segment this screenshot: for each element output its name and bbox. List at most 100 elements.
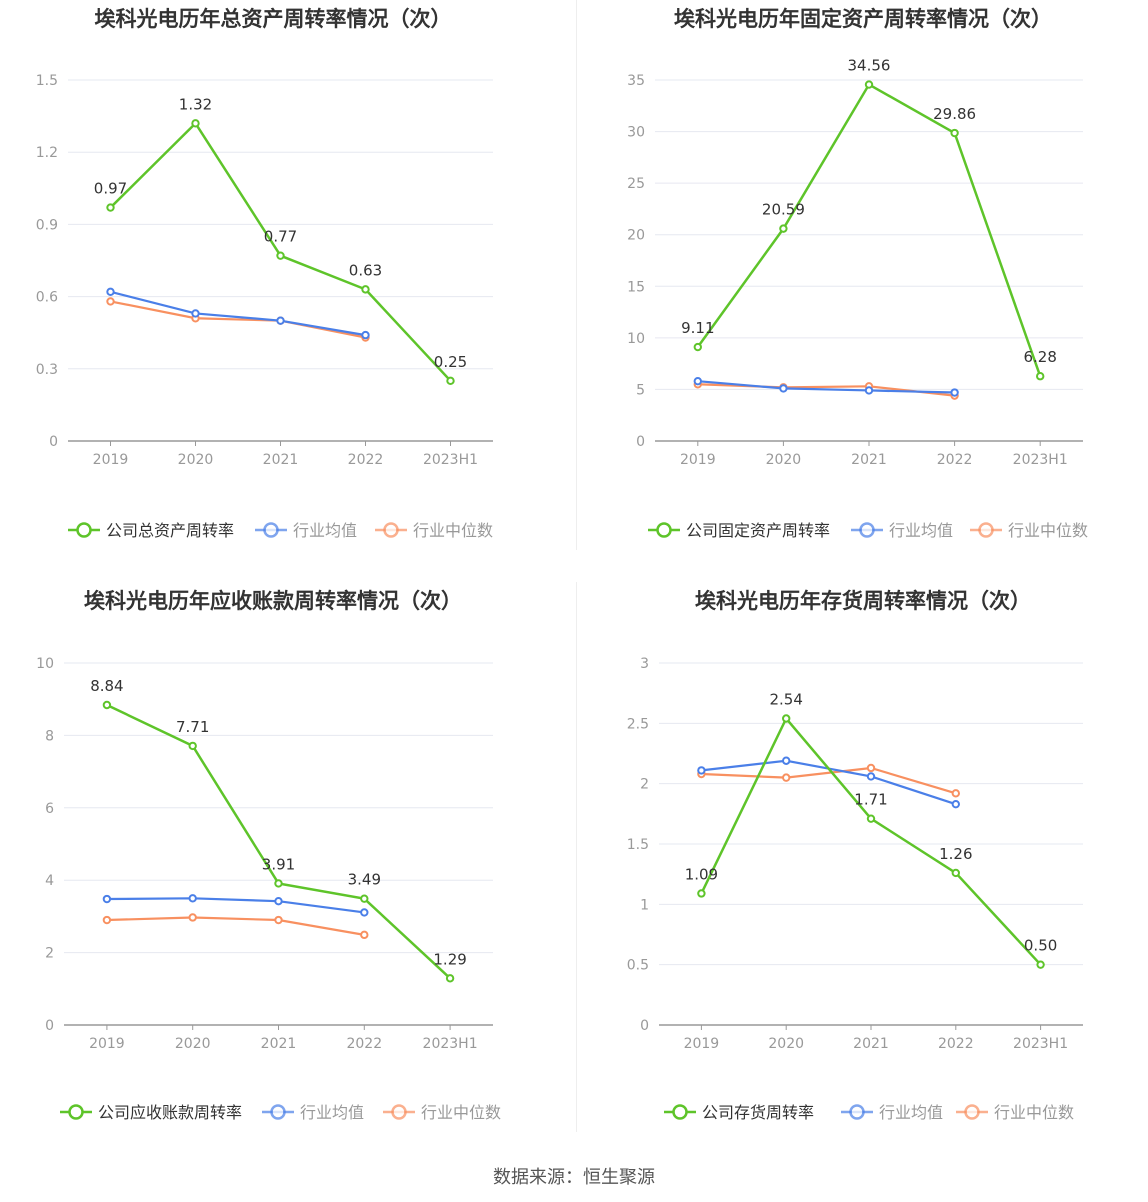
y-tick-label: 30 [627,125,645,141]
data-label: 6.28 [1023,348,1056,366]
chart-title: 埃科光电历年存货周转率情况（次） [695,589,1031,613]
data-point [188,913,197,922]
y-tick-label: 2 [640,777,649,793]
x-tick-label: 2019 [89,1036,125,1052]
y-tick-label: 15 [627,279,645,295]
x-tick-label: 2022 [937,452,973,468]
panel-divider-bottom [576,582,577,1132]
data-point [950,388,959,397]
x-tick-label: 2021 [853,1036,889,1052]
data-point [693,376,703,386]
y-tick-label: 0.9 [36,217,58,233]
legend-item: 行业中位数 [413,521,493,540]
legend-marker-icon [656,522,672,538]
chart-svg: 埃科光电历年存货周转率情况（次） 0 0.5 1 1.5 2 2.5 3 2019 2020 202… [627,589,1083,1122]
data-point [191,309,200,318]
legend-marker-icon [68,1104,84,1120]
legend-marker-icon [672,1104,688,1120]
data-point [779,384,788,393]
legend-marker-icon [263,522,279,538]
data-point [102,915,112,925]
legend-item: 行业中位数 [421,1103,501,1122]
legend-marker-icon [270,1104,286,1120]
data-point [188,894,197,903]
y-tick-label: 4 [45,873,54,889]
data-label: 2.54 [769,691,802,709]
legend-item: 公司应收账款周转率 [98,1103,242,1122]
data-point [102,894,112,904]
legend-marker-icon [978,522,994,538]
y-tick-label: 2 [45,946,54,962]
legend-item: 行业均值 [300,1103,364,1122]
y-tick-label: 8 [45,728,54,744]
y-tick-label: 0 [49,434,58,450]
data-point [361,285,370,294]
legend-item: 公司总资产周转率 [106,521,234,540]
y-tick-label: 0.5 [627,958,649,974]
x-tick-label: 2020 [175,1036,211,1052]
legend-marker-icon [849,1104,865,1120]
x-tick-label: 2019 [684,1036,720,1052]
y-tick-label: 1.5 [36,73,58,89]
data-point [864,386,874,395]
y-tick-label: 10 [627,331,645,347]
x-tick-label: 2021 [263,452,299,468]
legend-item: 行业均值 [879,1103,943,1122]
data-label: 0.25 [434,353,467,371]
legend-marker-icon [383,522,399,538]
x-tick-label: 2022 [938,1036,974,1052]
data-label: 20.59 [762,201,805,219]
data-point [693,342,703,352]
x-tick-label: 2022 [346,1036,382,1052]
data-label: 7.71 [176,718,209,736]
data-label: 0.77 [264,228,297,246]
data-point [779,224,788,233]
data-point [361,330,370,340]
data-label: 1.71 [854,791,887,809]
x-tick-label: 2023H1 [423,452,478,468]
data-point [951,868,960,878]
data-point [274,896,283,906]
company-line [106,703,451,980]
legend-marker-icon [76,522,92,538]
data-point [782,773,791,782]
x-tick-label: 2020 [178,452,214,468]
y-tick-label: 3 [640,656,649,672]
data-point [276,316,285,325]
median-line [701,766,957,795]
company-line [700,716,1042,966]
company-line [696,82,1042,377]
data-point [951,799,960,809]
source-footer: 数据来源：恒生聚源 [493,1167,655,1188]
data-point [782,756,791,765]
data-point [106,287,115,296]
data-label: 8.84 [90,677,123,695]
y-tick-label: 5 [636,382,645,398]
median-line [110,300,366,339]
data-label: 3.49 [348,871,381,889]
x-tick-label: 2023H1 [423,1036,478,1052]
data-point [274,915,283,925]
data-point [360,894,369,903]
y-tick-label: 25 [627,176,645,192]
chart-svg: 埃科光电历年固定资产周转率情况（次） 0 5 10 15 20 25 30 35 2019 2020… [627,7,1088,540]
x-tick-label: 2020 [766,452,802,468]
x-tick-label: 2023H1 [1013,452,1068,468]
y-tick-label: 6 [45,801,54,817]
chart-inventory-turnover: 埃科光电历年存货周转率情况（次） 0 0.5 1 1.5 2 2.5 3 2019 2020 202… [576,582,1148,1162]
y-tick-label: 1.2 [36,145,58,161]
data-point [276,251,285,260]
y-tick-label: 0 [636,434,645,450]
data-label: 34.56 [848,57,891,75]
data-label: 1.32 [179,95,212,113]
x-tick-label: 2019 [93,452,129,468]
data-point [191,119,200,128]
legend-marker-icon [859,522,875,538]
y-tick-label: 2.5 [627,716,649,732]
data-point [866,772,876,781]
data-point [188,741,197,751]
legend-marker-icon [964,1104,980,1120]
data-point [106,203,115,212]
average-line [110,290,366,337]
y-tick-label: 1 [640,897,649,913]
